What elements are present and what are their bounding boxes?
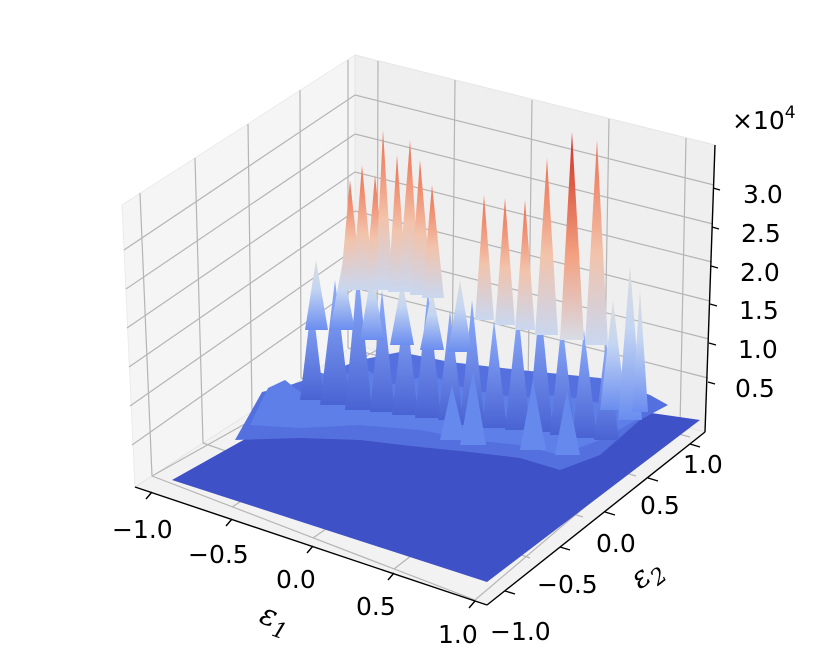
x-tick-label: 0.5 — [356, 592, 396, 621]
svg-text:×104: ×104 — [732, 103, 796, 135]
z-tick-labels: 0.5 1.0 1.5 2.0 2.5 3.0 — [735, 180, 783, 403]
x-tick-label: 1.0 — [438, 620, 478, 649]
x-tick-labels: −1.0 −0.5 0.0 0.5 1.0 — [112, 515, 478, 649]
z-tick-label: 0.5 — [735, 374, 775, 403]
z-axis-line — [704, 144, 716, 433]
z-tick-label: 2.0 — [740, 258, 780, 287]
y-tick-label: 1.0 — [683, 450, 723, 479]
y-tick-label: 0.0 — [596, 529, 636, 558]
x-axis-line — [134, 486, 488, 606]
y-tick-labels: −1.0 −0.5 0.0 0.5 1.0 — [490, 450, 723, 646]
x-tick-label: −0.5 — [188, 540, 249, 569]
y-tick-label: −0.5 — [537, 570, 598, 599]
axis-lines — [134, 144, 716, 606]
z-offset-text: ×104 — [732, 103, 796, 135]
y-tick-label: −1.0 — [490, 617, 551, 646]
z-tick-label: 1.0 — [738, 335, 778, 364]
x-axis-label: ε1 — [253, 597, 295, 646]
y-tick-label: 0.5 — [640, 491, 680, 520]
surface — [172, 130, 700, 582]
z-tick-label: 3.0 — [743, 180, 783, 209]
z-tick-label: 1.5 — [739, 296, 779, 325]
max-peak — [560, 132, 584, 340]
z-tick-label: 2.5 — [741, 219, 781, 248]
y-axis-line — [486, 431, 706, 606]
tick-marks — [145, 187, 721, 609]
x-tick-label: −1.0 — [112, 515, 173, 544]
svg-text:ε1: ε1 — [253, 597, 295, 646]
x-tick-label: 0.0 — [276, 565, 316, 594]
